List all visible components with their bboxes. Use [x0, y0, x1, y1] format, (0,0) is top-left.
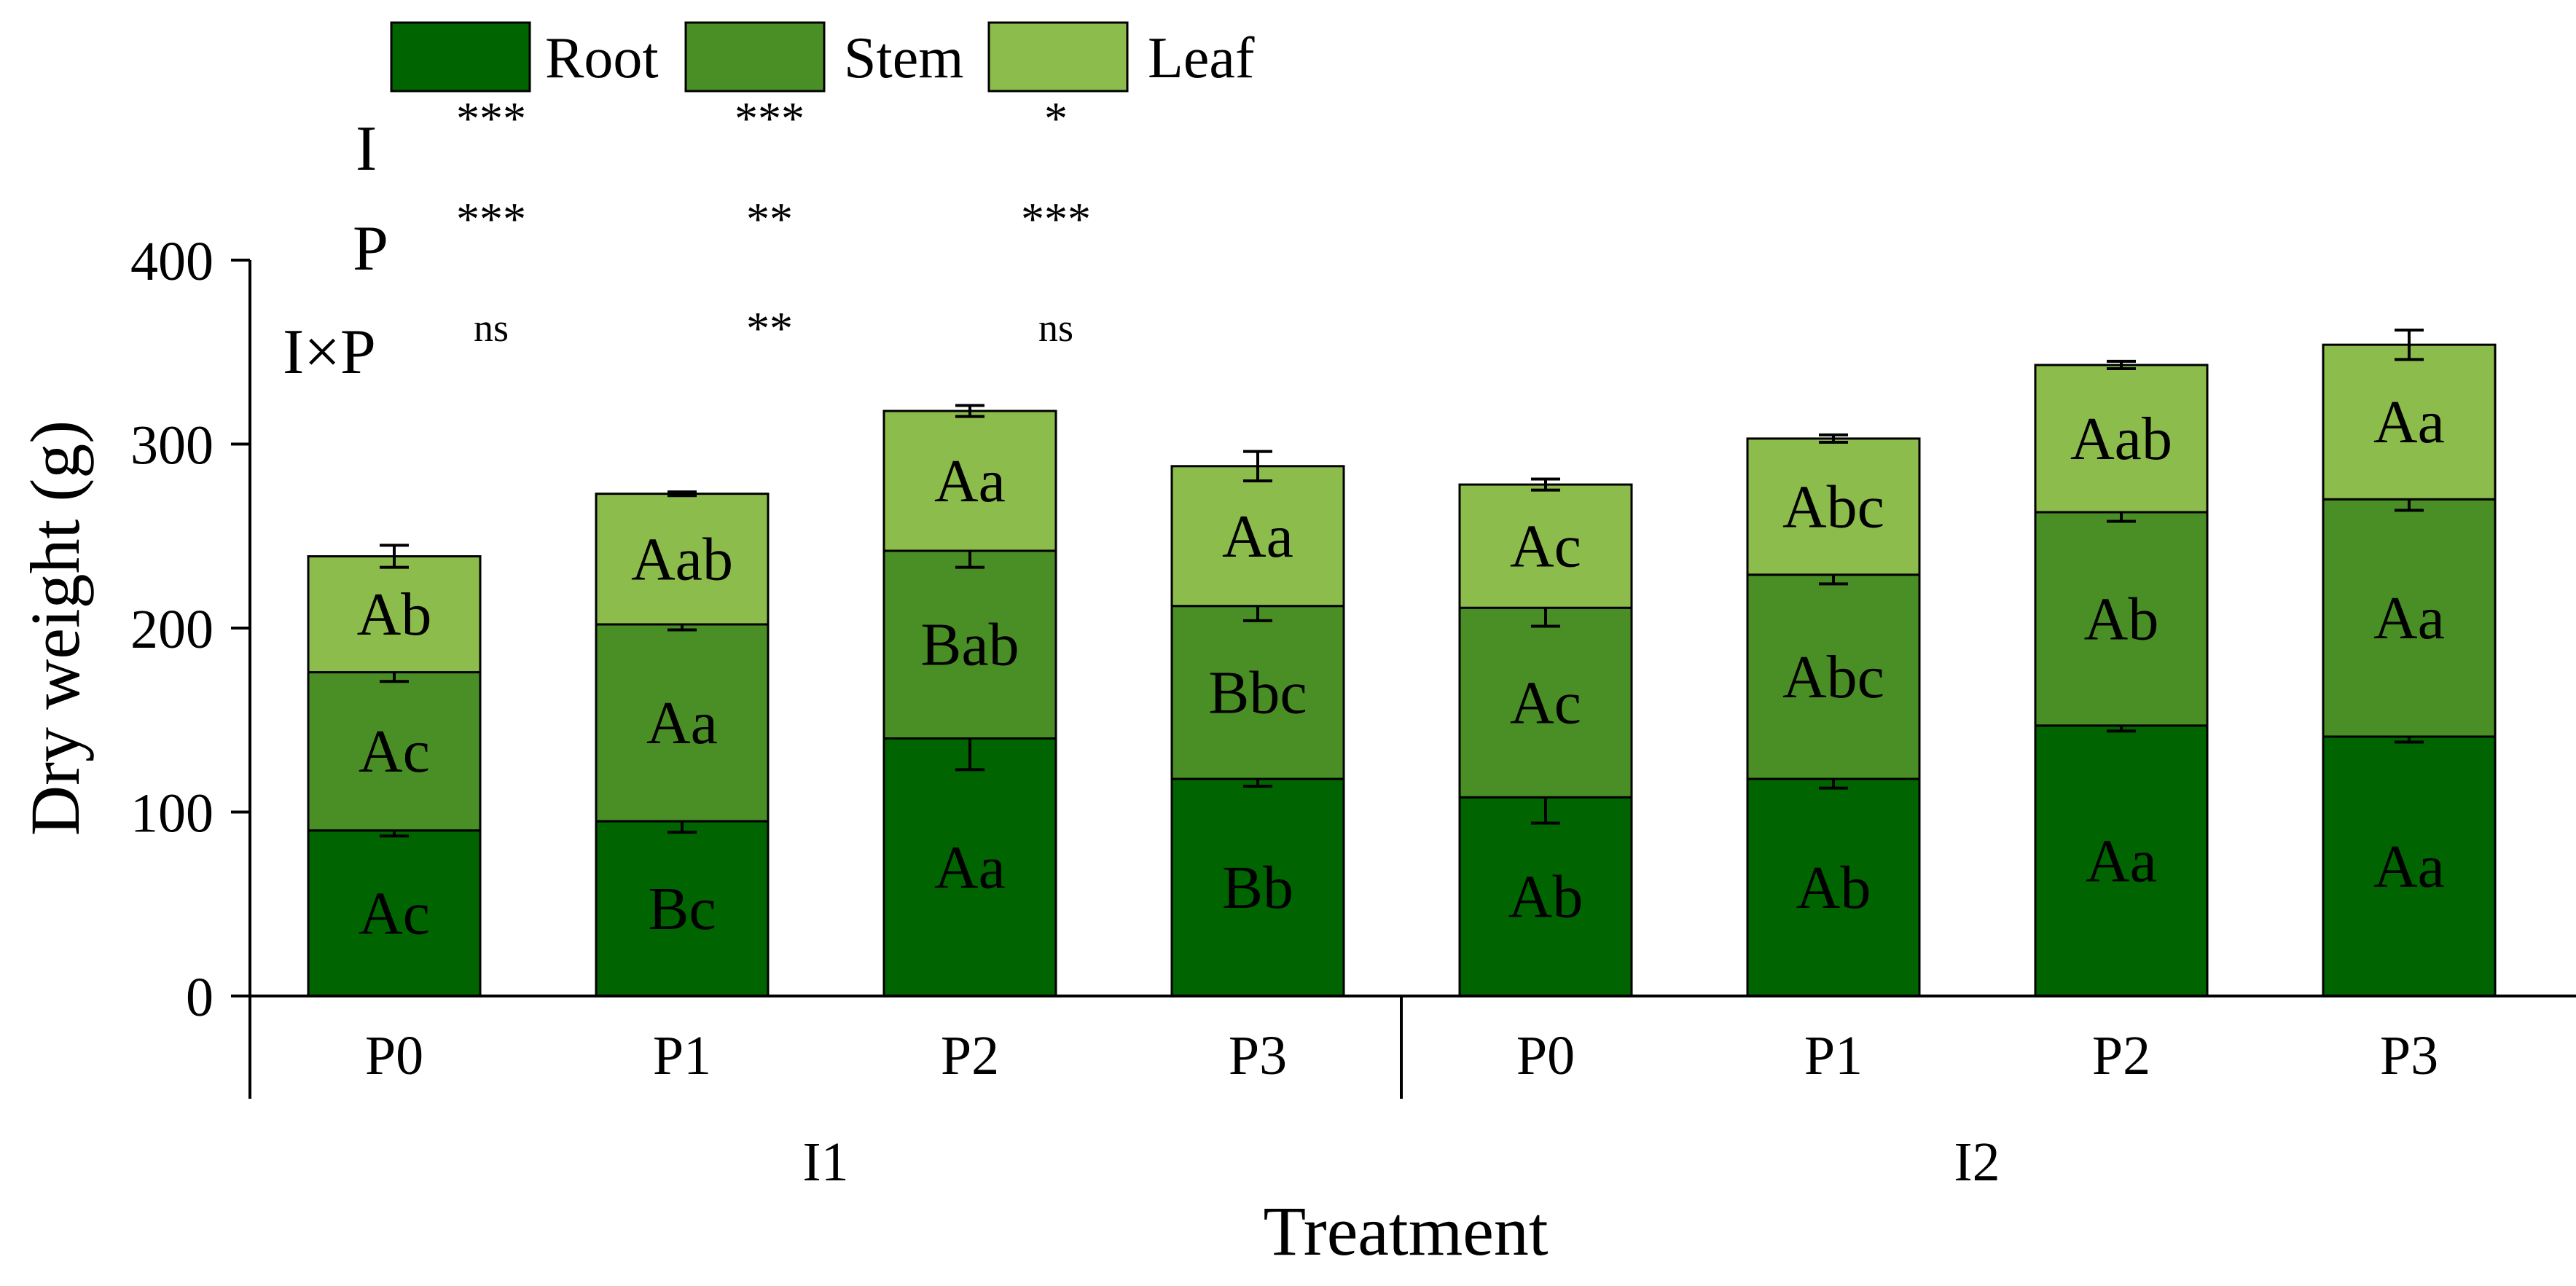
significance-table: IPI×P******ns***********ns — [283, 93, 1091, 388]
x-tick-label-7: P2 — [2092, 1025, 2150, 1086]
bar-stem-3 — [882, 549, 1057, 740]
segment-label-root-1: Ac — [359, 879, 430, 947]
error-bar-leaf-4 — [1243, 450, 1272, 482]
y-tick-label-200: 200 — [130, 599, 214, 660]
x-tick-label-1: P0 — [365, 1025, 423, 1086]
segment-label-stem-2: Aa — [646, 689, 718, 757]
segment-label-root-7: Aa — [2086, 827, 2157, 895]
segment-label-root-4: Bb — [1222, 854, 1293, 922]
bar-stem-8 — [2322, 498, 2497, 738]
segment-label-root-8: Aa — [2373, 833, 2445, 901]
segment-label-leaf-7: Aab — [2070, 405, 2172, 473]
segment-label-stem-3: Bab — [920, 611, 1019, 679]
segment-label-leaf-2: Aab — [631, 525, 733, 593]
legend-swatch-stem — [684, 21, 826, 93]
significance-stem-2: ** — [746, 193, 793, 245]
axes-layer: 0 100 200 300 400 P0 P1 P2 P3 P0 P1 P2 P3 I1 I2 Treatme… — [16, 231, 2576, 1270]
segment-label-stem-4: Bbc — [1208, 659, 1307, 726]
bar-leaf-2 — [595, 493, 770, 626]
x-tick-label-3: P2 — [941, 1025, 999, 1086]
group-label-i2: I2 — [1954, 1132, 2000, 1193]
segment-label-root-2: Bc — [648, 875, 716, 943]
bar-root-3 — [882, 737, 1057, 997]
bar-stem-6 — [1746, 573, 1921, 780]
significance-row-label-2: P — [353, 213, 388, 284]
significance-stem-3: ** — [746, 302, 793, 354]
significance-root-2: *** — [456, 193, 526, 245]
legend-label-leaf: Leaf — [1148, 26, 1255, 90]
significance-leaf-2: *** — [1021, 193, 1091, 245]
bars-layer: Ac Ac Ab Bc Aa Aab Aa Bab Aa Bb Bbc Aa Ab Ac Ac Ab Abc Ab… — [307, 328, 2497, 997]
x-tick-label-4: P3 — [1229, 1025, 1287, 1086]
segment-label-leaf-1: Ab — [357, 581, 432, 648]
bar-stem-4 — [1170, 605, 1345, 780]
legend-swatch-root — [390, 21, 531, 93]
error-bar-leaf-5 — [1531, 477, 1560, 492]
segment-label-leaf-6: Abc — [1782, 473, 1884, 541]
error-bar-leaf-8 — [2395, 328, 2424, 361]
bar-root-7 — [2034, 724, 2209, 997]
segment-label-stem-8: Aa — [2373, 584, 2445, 652]
y-tick-label-400: 400 — [130, 231, 214, 292]
bar-leaf-5 — [1458, 483, 1633, 609]
x-tick-label-2: P1 — [653, 1025, 711, 1086]
segment-label-leaf-4: Aa — [1222, 503, 1293, 571]
bar-leaf-7 — [2034, 364, 2209, 514]
segment-label-root-3: Aa — [934, 834, 1006, 901]
significance-root-1: *** — [456, 93, 526, 144]
segment-label-stem-7: Ab — [2084, 585, 2159, 653]
segment-label-stem-1: Ac — [359, 718, 430, 785]
bar-stem-2 — [595, 623, 770, 823]
segment-label-leaf-5: Ac — [1510, 513, 1581, 581]
segment-label-stem-6: Abc — [1782, 643, 1884, 711]
y-axis-title: Dry weight (g) — [16, 420, 94, 836]
bar-root-1 — [307, 829, 482, 997]
bar-leaf-8 — [2322, 343, 2497, 501]
x-tick-label-6: P1 — [1804, 1025, 1863, 1086]
bar-root-6 — [1746, 777, 1921, 997]
error-bar-leaf-7 — [2107, 359, 2136, 370]
error-bar-leaf-6 — [1819, 433, 1848, 444]
significance-leaf-3: ns — [1038, 306, 1073, 350]
significance-row-label-1: I — [356, 114, 377, 184]
bar-leaf-3 — [882, 409, 1057, 552]
legend-swatch-leaf — [987, 21, 1129, 93]
error-bar-leaf-3 — [955, 404, 984, 418]
bar-leaf-1 — [307, 555, 482, 674]
significance-stem-1: *** — [735, 93, 804, 144]
y-tick-label-300: 300 — [130, 415, 214, 477]
group-label-i1: I1 — [802, 1132, 848, 1193]
segment-label-root-6: Ab — [1796, 854, 1871, 922]
segment-label-stem-5: Ac — [1510, 669, 1581, 737]
bar-leaf-4 — [1170, 465, 1345, 608]
bar-leaf-6 — [1746, 437, 1921, 576]
x-axis-title: Treatment — [1263, 1192, 1548, 1270]
error-bar-leaf-2 — [668, 490, 697, 498]
x-tick-label-8: P3 — [2380, 1025, 2438, 1086]
y-tick-label-0: 0 — [186, 967, 214, 1028]
segment-label-root-5: Ab — [1508, 863, 1583, 931]
significance-root-3: ns — [474, 306, 509, 350]
legend: Root Stem Leaf — [390, 21, 1255, 93]
significance-leaf-1: * — [1044, 93, 1068, 144]
bar-stem-7 — [2034, 511, 2209, 727]
legend-label-root: Root — [545, 26, 659, 90]
bar-stem-5 — [1458, 606, 1633, 799]
segment-label-leaf-8: Aa — [2373, 388, 2445, 456]
x-tick-label-5: P0 — [1516, 1025, 1575, 1086]
y-tick-label-100: 100 — [130, 783, 214, 844]
segment-label-leaf-3: Aa — [934, 447, 1006, 515]
significance-row-label-3: I×P — [283, 317, 376, 388]
error-bar-leaf-1 — [380, 544, 409, 569]
legend-label-stem: Stem — [844, 26, 963, 90]
